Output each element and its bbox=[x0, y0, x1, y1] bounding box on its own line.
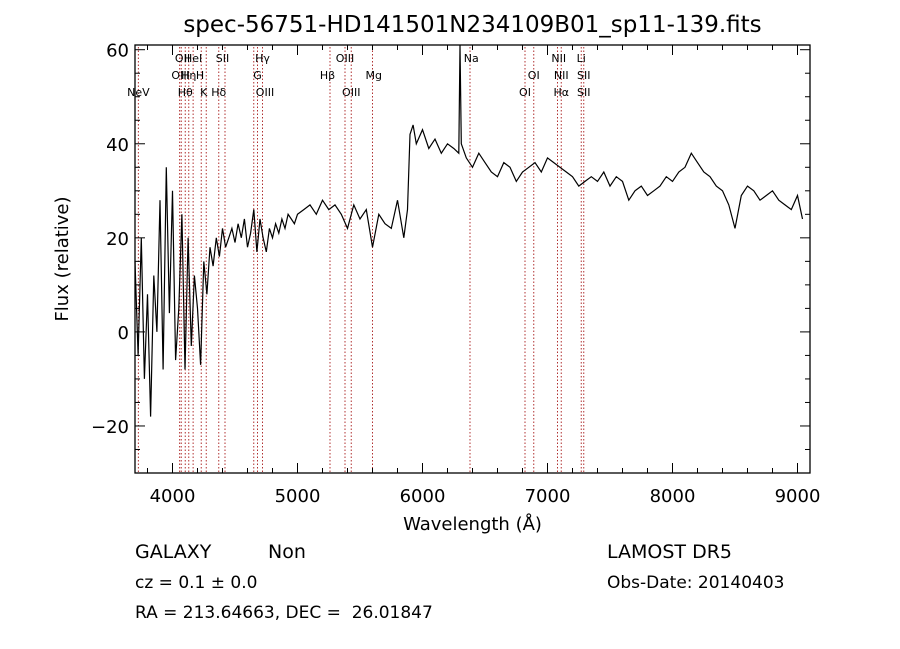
chart-title: spec-56751-HD141501N234109B01_sp11-139.f… bbox=[183, 12, 761, 38]
marker-label: Mg bbox=[366, 69, 382, 82]
marker-label: Hα bbox=[553, 86, 569, 99]
x-axis-label: Wavelength (Å) bbox=[403, 513, 542, 535]
y-tick-label: 0 bbox=[118, 323, 129, 344]
x-tick-label: 9000 bbox=[775, 486, 821, 507]
y-tick-label: 60 bbox=[106, 41, 129, 62]
y-tick-label: 20 bbox=[106, 229, 129, 250]
marker-label: H bbox=[196, 69, 204, 82]
marker-label: SII bbox=[216, 52, 229, 65]
marker-label: SII bbox=[577, 86, 590, 99]
coordinates: RA = 213.64663, DEC = 26.01847 bbox=[135, 603, 433, 623]
marker-label: Na bbox=[464, 52, 479, 65]
x-tick-label: 5000 bbox=[275, 486, 321, 507]
marker-label: OI bbox=[528, 69, 540, 82]
spectrum-line bbox=[134, 44, 804, 417]
x-tick-label: 7000 bbox=[525, 486, 571, 507]
marker-label: Hθ bbox=[178, 86, 193, 99]
marker-label: NII bbox=[554, 69, 569, 82]
marker-label: OII bbox=[175, 52, 190, 65]
marker-label: Hγ bbox=[255, 52, 270, 65]
y-axis-label: Flux (relative) bbox=[52, 196, 73, 321]
marker-label: OIII bbox=[256, 86, 274, 99]
marker-label: SII bbox=[577, 69, 590, 82]
x-tick-label: 4000 bbox=[150, 486, 196, 507]
y-tick-label: −20 bbox=[91, 417, 129, 438]
plot-frame bbox=[134, 44, 811, 474]
object-subclass: Non bbox=[268, 541, 306, 563]
marker-label: Li bbox=[577, 52, 586, 65]
marker-label: HeI bbox=[184, 52, 202, 65]
marker-label: G bbox=[253, 69, 262, 82]
survey-name: LAMOST DR5 bbox=[607, 541, 732, 563]
marker-label: Hη bbox=[181, 69, 196, 82]
marker-label: NeV bbox=[127, 86, 150, 99]
marker-label: OIII bbox=[336, 52, 354, 65]
x-tick-label: 6000 bbox=[400, 486, 446, 507]
y-tick-label: 40 bbox=[106, 135, 129, 156]
obs-date: Obs-Date: 20140403 bbox=[607, 573, 785, 593]
marker-label: OIII bbox=[342, 86, 360, 99]
x-tick-label: 8000 bbox=[650, 486, 696, 507]
object-class: GALAXY bbox=[135, 541, 212, 563]
marker-label: OIII bbox=[171, 69, 189, 82]
redshift-text: cz = 0.1 ± 0.0 bbox=[135, 573, 258, 593]
marker-label: Hδ bbox=[211, 86, 226, 99]
marker-label: OI bbox=[519, 86, 531, 99]
marker-label: K bbox=[200, 86, 208, 99]
marker-label: NII bbox=[551, 52, 566, 65]
marker-label: Hβ bbox=[320, 69, 335, 82]
